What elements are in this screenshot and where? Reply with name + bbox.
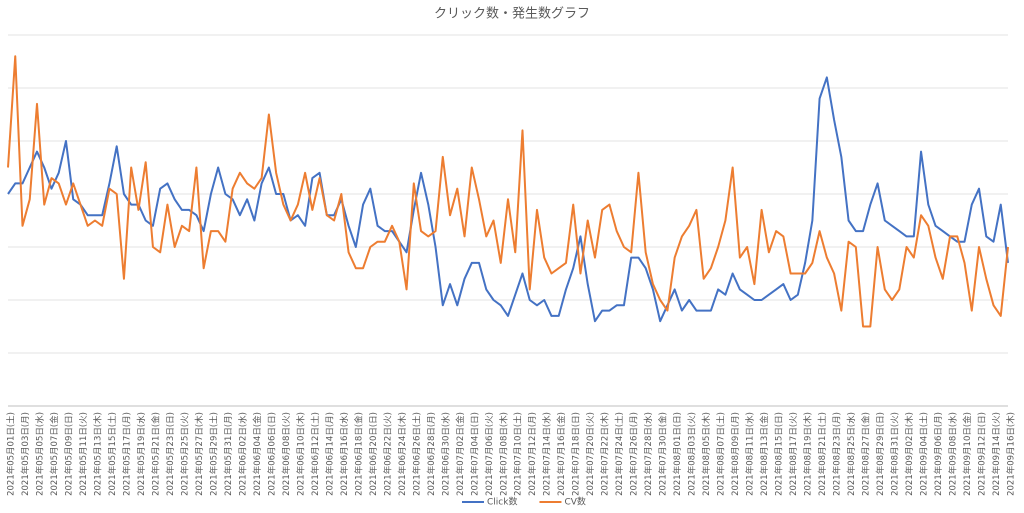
x-tick-label: 2021年08月27日(金) (861, 412, 872, 496)
x-tick-label: 2021年06月28日(月) (426, 412, 437, 496)
x-tick-label: 2021年06月14日(月) (324, 412, 335, 496)
x-tick-label: 2021年07月26日(月) (629, 412, 640, 496)
x-tick-label: 2021年07月14日(水) (542, 412, 553, 496)
x-tick-label: 2021年09月14日(火) (991, 412, 1002, 496)
x-tick-label: 2021年06月18日(金) (353, 412, 364, 496)
x-tick-label: 2021年06月06日(日) (266, 412, 277, 496)
x-tick-label: 2021年08月23日(月) (832, 412, 843, 496)
x-tick-label: 2021年09月10日(金) (962, 412, 973, 496)
x-tick-label: 2021年05月01日(土) (6, 412, 17, 496)
line-series (7, 55, 1009, 328)
x-tick-label: 2021年08月15日(日) (774, 412, 785, 496)
x-tick-label: 2021年05月21日(金) (150, 412, 161, 496)
chart-title: クリック数・発生数グラフ (434, 7, 590, 22)
x-tick-label: 2021年06月16日(水) (339, 412, 350, 496)
x-tick-label: 2021年07月12日(月) (527, 412, 538, 496)
x-tick-label: 2021年05月27日(木) (194, 412, 205, 496)
x-tick-label: 2021年05月29日(土) (208, 412, 219, 496)
x-tick-label: 2021年05月25日(火) (179, 412, 190, 496)
x-tick-label: 2021年07月16日(金) (556, 412, 567, 496)
x-tick-label: 2021年08月03日(火) (687, 412, 698, 496)
x-tick-label: 2021年07月02日(金) (455, 412, 466, 496)
x-tick-label: 2021年07月28日(水) (643, 412, 654, 496)
x-tick-label: 2021年06月12日(土) (310, 412, 321, 496)
x-tick-label: 2021年08月31日(火) (890, 412, 901, 496)
x-tick-label: 2021年05月07日(金) (49, 412, 60, 496)
x-tick-label: 2021年07月04日(日) (469, 412, 480, 496)
x-tick-label: 2021年08月09日(月) (730, 412, 741, 496)
x-tick-label: 2021年09月08日(水) (948, 412, 959, 496)
x-tick-label: 2021年05月13日(木) (92, 412, 103, 496)
x-tick-label: 2021年05月09日(日) (63, 412, 74, 496)
line-series (7, 76, 1009, 323)
x-tick-label: 2021年08月01日(日) (672, 412, 683, 496)
x-tick-label: 2021年07月18日(日) (571, 412, 582, 496)
x-tick-label: 2021年06月20日(日) (368, 412, 379, 496)
x-tick-label: 2021年08月17日(火) (788, 412, 799, 496)
x-tick-label: 2021年06月26日(土) (411, 412, 422, 496)
x-tick-label: 2021年08月13日(金) (759, 412, 770, 496)
x-tick-label: 2021年06月08日(火) (281, 412, 292, 496)
x-tick-label: 2021年05月17日(月) (121, 412, 132, 496)
x-tick-label: 2021年05月31日(月) (223, 412, 234, 496)
x-tick-label: 2021年07月20日(火) (585, 412, 596, 496)
x-tick-label: 2021年09月16日(木) (1006, 412, 1017, 496)
x-tick-label: 2021年05月23日(日) (165, 412, 176, 496)
x-tick-label: 2021年08月11日(水) (745, 412, 756, 496)
x-tick-label: 2021年07月10日(土) (513, 412, 524, 496)
x-tick-label: 2021年08月07日(土) (716, 412, 727, 496)
x-tick-label: 2021年05月05日(水) (34, 412, 45, 496)
x-tick-label: 2021年06月24日(木) (397, 412, 408, 496)
x-tick-label: 2021年09月06日(月) (933, 412, 944, 496)
x-tick-label: 2021年07月30日(金) (658, 412, 669, 496)
x-tick-label: 2021年05月15日(土) (107, 412, 118, 496)
x-tick-label: 2021年05月03日(月) (20, 412, 31, 496)
x-tick-label: 2021年08月05日(木) (701, 412, 712, 496)
x-tick-label: 2021年09月12日(日) (977, 412, 988, 496)
x-tick-label: 2021年07月06日(火) (484, 412, 495, 496)
x-tick-label: 2021年07月24日(土) (614, 412, 625, 496)
x-tick-label: 2021年06月10日(木) (295, 412, 306, 496)
legend-label: Click数 (487, 496, 517, 508)
x-tick-label: 2021年05月19日(水) (136, 412, 147, 496)
x-tick-label: 2021年07月08日(木) (498, 412, 509, 496)
x-tick-label: 2021年05月11日(火) (78, 412, 89, 496)
x-tick-label: 2021年09月02日(木) (904, 412, 915, 496)
x-tick-label: 2021年08月21日(土) (817, 412, 828, 496)
x-tick-label: 2021年09月04日(土) (919, 412, 930, 496)
x-tick-label: 2021年08月29日(日) (875, 412, 886, 496)
x-tick-label: 2021年07月22日(木) (600, 412, 611, 496)
x-tick-label: 2021年06月02日(水) (237, 412, 248, 496)
x-tick-label: 2021年06月22日(火) (382, 412, 393, 496)
x-tick-label: 2021年06月30日(水) (440, 412, 451, 496)
x-tick-label: 2021年08月19日(木) (803, 412, 814, 496)
x-tick-label: 2021年06月04日(金) (252, 412, 263, 496)
legend-label: CV数 (564, 496, 585, 508)
x-tick-label: 2021年08月25日(水) (846, 412, 857, 496)
